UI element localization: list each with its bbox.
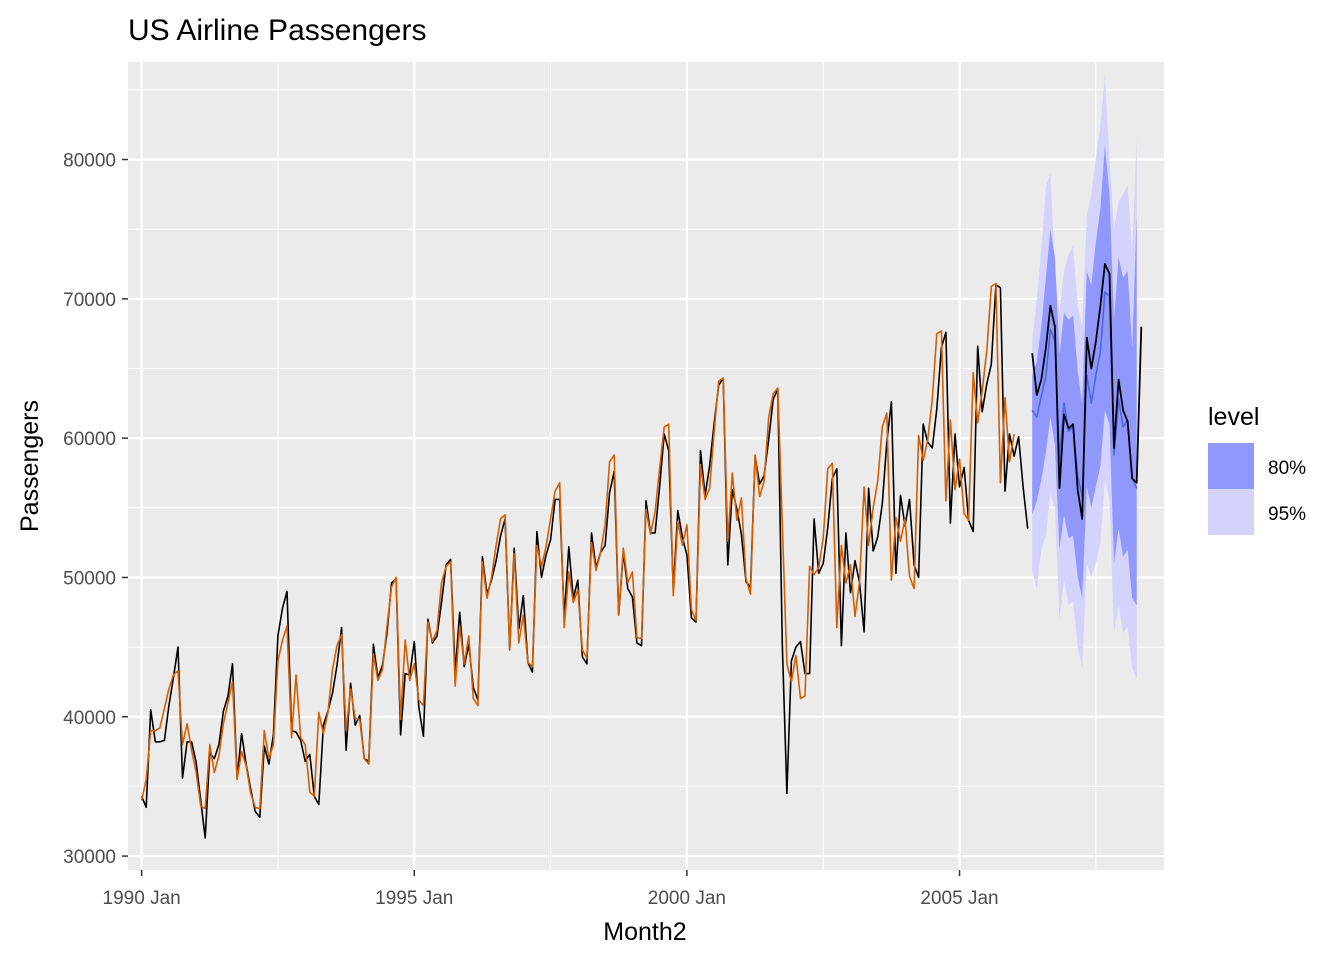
- y-tick-label: 30000: [63, 847, 116, 868]
- y-axis-title: Passengers: [16, 400, 44, 532]
- legend-title: level: [1208, 403, 1259, 431]
- legend-label-95: 95%: [1268, 504, 1306, 525]
- series-line-test: [1031, 263, 1143, 520]
- series-lines: [140, 263, 1143, 839]
- y-tick-label: 70000: [63, 290, 116, 311]
- legend-key-80: [1208, 443, 1254, 489]
- band-80: [1032, 145, 1137, 606]
- legend-key-95: [1208, 489, 1254, 535]
- x-tick-label: 2000 Jan: [648, 888, 726, 909]
- grid-major: [128, 62, 1164, 870]
- y-tick-label: 40000: [63, 708, 116, 729]
- y-tick-label: 60000: [63, 429, 116, 450]
- plot-panel: [128, 62, 1164, 870]
- legend-label-80: 80%: [1268, 458, 1306, 479]
- y-tick-label: 80000: [63, 151, 116, 172]
- x-axis: 1990 Jan 1995 Jan 2000 Jan 2005 Jan: [103, 870, 999, 909]
- x-tick-label: 1995 Jan: [375, 888, 453, 909]
- x-axis-title: Month2: [603, 918, 686, 946]
- y-axis: 30000 40000 50000 60000 70000 80000: [63, 151, 128, 868]
- grid-minor: [128, 62, 1164, 870]
- legend: level 80% 95%: [1208, 403, 1306, 535]
- series-line-actual: [140, 284, 1029, 839]
- series-line-fitted: [140, 282, 1015, 810]
- prediction-bands: [1032, 75, 1137, 680]
- x-tick-label: 1990 Jan: [103, 888, 181, 909]
- y-tick-label: 50000: [63, 568, 116, 589]
- chart-title: US Airline Passengers: [128, 14, 426, 47]
- x-tick-label: 2005 Jan: [920, 888, 998, 909]
